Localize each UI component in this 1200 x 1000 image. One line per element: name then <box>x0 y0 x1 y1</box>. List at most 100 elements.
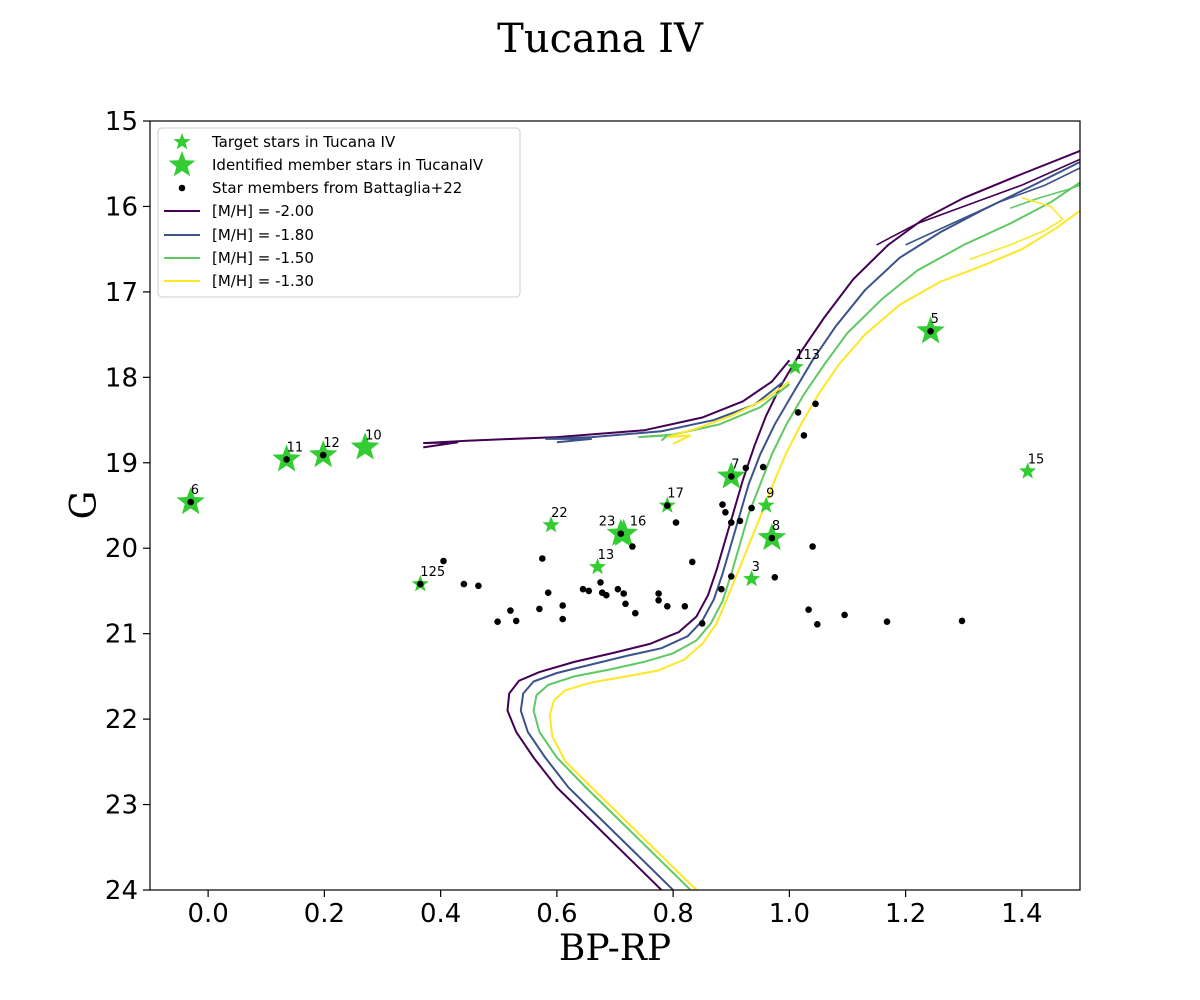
x-axis-label: BP-RP <box>559 928 671 969</box>
target-star-22 <box>542 516 560 533</box>
battaglia-point-17 <box>585 587 593 595</box>
star-id-label-9: 9 <box>766 487 774 502</box>
target-star-9 <box>757 496 775 513</box>
legend-marker-member-star <box>168 151 196 177</box>
battaglia-point-10 <box>512 617 520 625</box>
battaglia-point-20 <box>603 591 610 599</box>
x-tick-label: 0.2 <box>304 899 345 929</box>
y-axis-label: G <box>64 491 105 520</box>
battaglia-point-27 <box>655 590 662 597</box>
star-id-label-6: 6 <box>191 483 199 498</box>
y-axis: 15 16 17 18 19 20 21 22 23 24 <box>105 107 150 906</box>
y-tick-label: 19 <box>105 449 138 479</box>
battaglia-point-26 <box>632 609 639 617</box>
target-star-3 <box>743 569 761 587</box>
battaglia-point-15 <box>559 615 566 623</box>
battaglia-point-12 <box>539 555 546 562</box>
battaglia-point-49 <box>805 606 812 613</box>
battaglia-point-44 <box>759 463 767 471</box>
isochrone-line-2 <box>519 161 1080 890</box>
x-tick-label: 0.6 <box>536 899 577 929</box>
battaglia-point-30 <box>664 603 671 610</box>
battaglia-point-23 <box>622 600 629 608</box>
legend-entry-label: Star members from Battaglia+22 <box>212 179 462 197</box>
x-axis: 0.0 0.2 0.4 0.6 0.8 1.0 1.2 1.4 <box>187 890 1043 929</box>
battaglia-point-32 <box>681 603 689 610</box>
battaglia-point-41 <box>736 517 744 525</box>
battaglia-point-22 <box>620 590 627 597</box>
y-tick-label: 20 <box>105 534 138 564</box>
battaglia-point-1 <box>187 498 194 506</box>
battaglia-point-38 <box>728 473 735 480</box>
plot-frame <box>149 120 1081 891</box>
star-id-label-13: 13 <box>598 548 615 563</box>
y-tick-label: 15 <box>105 107 138 137</box>
star-id-label-12: 12 <box>323 436 340 451</box>
y-tick-label: 21 <box>105 620 138 650</box>
battaglia-point-14 <box>559 602 566 609</box>
target-star-13 <box>589 558 607 575</box>
battaglia-point-24 <box>617 530 625 537</box>
agb-branch-1 <box>876 158 1080 246</box>
star-id-label-113: 113 <box>795 348 820 363</box>
battaglia-point-48 <box>800 432 808 439</box>
agb-branch-2 <box>905 167 1080 246</box>
star-label-layer: 6 11 12 10 23 16 7 8 5 125 22 13 17 9 3 113 15 <box>191 312 1045 580</box>
legend-marker-target-star <box>173 133 191 150</box>
battaglia-point-9 <box>507 607 514 614</box>
battaglia-point-18 <box>597 579 604 586</box>
agb-branch-4 <box>969 197 1064 261</box>
battaglia-point-56 <box>958 617 966 625</box>
battaglia-point-54 <box>883 618 891 625</box>
battaglia-point-50 <box>809 543 816 550</box>
x-tick-label: 0.4 <box>420 899 461 929</box>
x-tick-label: 0.8 <box>652 899 693 929</box>
star-id-label-7: 7 <box>731 457 739 472</box>
legend-entry-label: Identified member stars in TucanaIV <box>212 156 484 174</box>
battaglia-point-52 <box>814 621 821 628</box>
battaglia-point-34 <box>698 620 706 627</box>
battaglia-point-21 <box>614 585 622 593</box>
isochrone-line-3 <box>532 181 1080 890</box>
star-id-label-23: 23 <box>599 515 616 530</box>
battaglia-point-35 <box>718 585 725 593</box>
star-id-label-15: 15 <box>1028 452 1045 467</box>
legend-marker-dot <box>178 184 186 192</box>
horizontal-branch-1 <box>423 359 791 449</box>
battaglia-point-36 <box>719 501 726 508</box>
battaglia-point-7 <box>475 582 482 590</box>
battaglia-point-46 <box>771 574 779 581</box>
isochrone-layer <box>423 149 1080 890</box>
x-tick-label: 1.4 <box>1001 899 1042 929</box>
battaglia-point-42 <box>742 464 750 472</box>
battaglia-point-5 <box>440 557 447 565</box>
battaglia-point-37 <box>722 509 729 516</box>
y-tick-label: 16 <box>105 192 138 222</box>
x-tick-label: 0.0 <box>187 899 228 929</box>
target-star-15 <box>1019 462 1037 479</box>
battaglia-point-2 <box>283 456 290 463</box>
battaglia-point-51 <box>812 400 819 408</box>
legend-entry-label: Target stars in Tucana IV <box>211 133 396 151</box>
member-star-10 <box>350 432 380 460</box>
star-id-label-16: 16 <box>630 515 647 530</box>
battaglia-point-45 <box>768 534 776 542</box>
y-tick-label: 23 <box>105 791 138 821</box>
star-id-label-17: 17 <box>667 487 684 502</box>
isochrone-line-1 <box>506 149 1080 890</box>
battaglia-point-31 <box>672 519 680 526</box>
battaglia-point-4 <box>417 580 424 588</box>
horizontal-branch-4 <box>667 380 790 445</box>
battaglia-point-6 <box>460 580 468 588</box>
points-layer <box>176 316 1037 628</box>
battaglia-point-40 <box>728 573 735 580</box>
star-id-label-125: 125 <box>420 565 445 580</box>
legend: Target stars in Tucana IV Identified memb… <box>157 127 521 298</box>
isochrone-line-4 <box>548 209 1080 890</box>
battaglia-point-43 <box>748 504 755 512</box>
battaglia-point-25 <box>629 543 636 550</box>
battaglia-point-47 <box>794 409 802 416</box>
battaglia-point-28 <box>655 597 662 604</box>
star-id-label-22: 22 <box>551 506 568 521</box>
star-id-label-3: 3 <box>752 560 760 575</box>
